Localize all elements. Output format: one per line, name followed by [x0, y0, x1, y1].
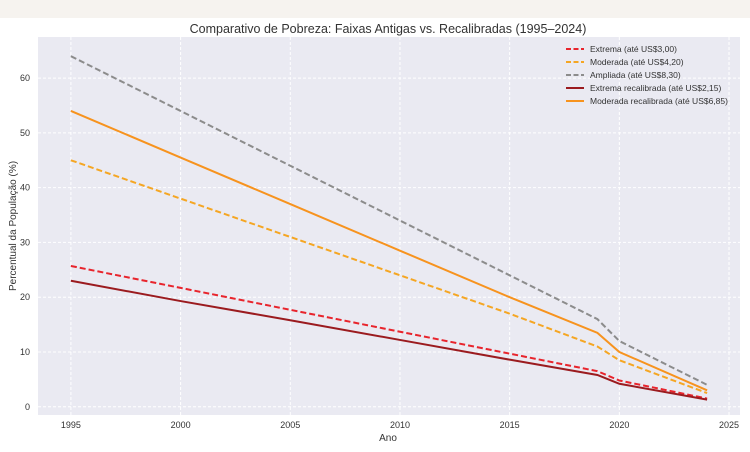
x-tick-label: 2020: [609, 420, 629, 430]
y-tick-label: 10: [20, 347, 30, 357]
x-tick-label: 2000: [171, 420, 191, 430]
legend-entry: Moderada (até US$4,20): [590, 57, 684, 67]
x-tick-label: 1995: [61, 420, 81, 430]
series-line: [70, 55, 708, 386]
y-tick-label: 50: [20, 128, 30, 138]
y-tick-label: 20: [20, 292, 30, 302]
series-line: [70, 279, 708, 401]
y-axis-label: Percentual da População (%): [8, 161, 19, 291]
legend: Extrema (até US$3,00) Moderada (até US$4,…: [566, 44, 728, 106]
series-line: [70, 265, 708, 400]
x-tick-label: 2010: [390, 420, 410, 430]
y-tick-label: 0: [25, 402, 30, 412]
x-axis-label: Ano: [379, 433, 397, 444]
legend-entry: Extrema recalibrada (até US$2,15): [590, 83, 722, 93]
series-line: [70, 110, 708, 392]
chart-title: Comparativo de Pobreza: Faixas Antigas v…: [190, 22, 587, 36]
y-tick-label: 40: [20, 183, 30, 193]
y-tick-label: 60: [20, 73, 30, 83]
y-tick-label: 30: [20, 237, 30, 247]
x-tick-label: 2015: [500, 420, 520, 430]
series-line: [70, 159, 708, 395]
legend-entry: Ampliada (até US$8,30): [590, 70, 681, 80]
x-tick-label: 2005: [280, 420, 300, 430]
legend-entry: Moderada recalibrada (até US$6,85): [590, 96, 728, 106]
top-bar: [0, 0, 750, 18]
legend-entry: Extrema (até US$3,00): [590, 44, 677, 54]
x-tick-label: 2025: [719, 420, 739, 430]
